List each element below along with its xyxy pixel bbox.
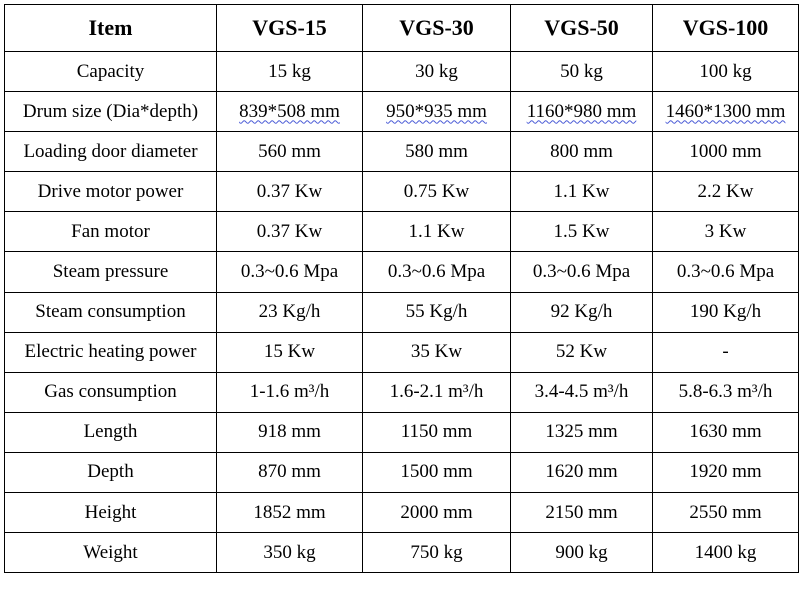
cell-value: 918 mm — [216, 411, 363, 453]
row-label: Loading door diameter — [4, 131, 217, 173]
cell-value: 1.1 Kw — [510, 171, 653, 213]
cell-value: 0.3~0.6 Mpa — [510, 251, 653, 293]
cell-value: 1500 mm — [362, 451, 511, 494]
cell-value: 15 Kw — [216, 331, 363, 373]
table-row: Electric heating power 15 Kw 35 Kw 52 Kw… — [4, 331, 799, 373]
row-label: Weight — [4, 532, 217, 574]
cell-value: 0.37 Kw — [216, 211, 363, 253]
cell-text: 1160*980 mm — [526, 100, 637, 122]
table-row: Loading door diameter 560 mm 580 mm 800 … — [4, 131, 799, 173]
cell-value: 2000 mm — [362, 492, 511, 534]
cell-value: 1620 mm — [510, 451, 653, 494]
cell-value: 55 Kg/h — [362, 291, 511, 333]
cell-value: 3 Kw — [652, 211, 799, 253]
row-label: Drive motor power — [4, 171, 217, 213]
cell-text: 950*935 mm — [386, 100, 487, 122]
table-row: Length 918 mm 1150 mm 1325 mm 1630 mm — [4, 411, 799, 453]
cell-value: 35 Kw — [362, 331, 511, 373]
cell-value: 350 kg — [216, 532, 363, 574]
table-row: Depth 870 mm 1500 mm 1620 mm 1920 mm — [4, 451, 799, 494]
cell-value: 839*508 mm — [216, 91, 363, 133]
cell-value: 0.3~0.6 Mpa — [652, 251, 799, 293]
row-label: Fan motor — [4, 211, 217, 253]
row-label: Depth — [4, 451, 217, 494]
row-label: Length — [4, 411, 217, 453]
cell-value: 560 mm — [216, 131, 363, 173]
cell-value: 0.75 Kw — [362, 171, 511, 213]
cell-value: 1.5 Kw — [510, 211, 653, 253]
header-vgs-15: VGS-15 — [216, 4, 363, 52]
header-vgs-30: VGS-30 — [362, 4, 511, 52]
cell-value: 870 mm — [216, 451, 363, 494]
spec-table: Item VGS-15 VGS-30 VGS-50 VGS-100 Capaci… — [4, 4, 799, 574]
table-row: Capacity 15 kg 30 kg 50 kg 100 kg — [4, 50, 799, 93]
cell-value: 1325 mm — [510, 411, 653, 453]
cell-value: 92 Kg/h — [510, 291, 653, 333]
cell-value: 0.3~0.6 Mpa — [362, 251, 511, 293]
cell-value: 3.4-4.5 m³/h — [510, 371, 653, 413]
header-vgs-50: VGS-50 — [510, 4, 653, 52]
cell-value: - — [652, 331, 799, 373]
row-label: Drum size (Dia*depth) — [4, 91, 217, 133]
cell-value: 15 kg — [216, 50, 363, 93]
cell-value: 1400 kg — [652, 532, 799, 574]
spec-table-body: Capacity 15 kg 30 kg 50 kg 100 kg Drum s… — [4, 50, 799, 574]
cell-value: 23 Kg/h — [216, 291, 363, 333]
cell-text: 1460*1300 mm — [665, 100, 786, 122]
cell-value: 580 mm — [362, 131, 511, 173]
cell-value: 2150 mm — [510, 492, 653, 534]
cell-value: 750 kg — [362, 532, 511, 574]
cell-value: 2550 mm — [652, 492, 799, 534]
cell-value: 50 kg — [510, 50, 653, 93]
cell-value: 1852 mm — [216, 492, 363, 534]
cell-value: 800 mm — [510, 131, 653, 173]
table-row: Drive motor power 0.37 Kw 0.75 Kw 1.1 Kw… — [4, 171, 799, 213]
row-label: Steam pressure — [4, 251, 217, 293]
cell-value: 30 kg — [362, 50, 511, 93]
cell-value: 52 Kw — [510, 331, 653, 373]
cell-value: 1920 mm — [652, 451, 799, 494]
spec-table-head: Item VGS-15 VGS-30 VGS-50 VGS-100 — [4, 4, 799, 52]
cell-value: 1630 mm — [652, 411, 799, 453]
row-label: Gas consumption — [4, 371, 217, 413]
cell-text: 839*508 mm — [239, 100, 340, 122]
cell-value: 900 kg — [510, 532, 653, 574]
cell-value: 0.37 Kw — [216, 171, 363, 213]
cell-value: 1-1.6 m³/h — [216, 371, 363, 413]
cell-value: 1.6-2.1 m³/h — [362, 371, 511, 413]
header-vgs-100: VGS-100 — [652, 4, 799, 52]
cell-value: 0.3~0.6 Mpa — [216, 251, 363, 293]
table-row: Steam pressure 0.3~0.6 Mpa 0.3~0.6 Mpa 0… — [4, 251, 799, 293]
table-row: Height 1852 mm 2000 mm 2150 mm 2550 mm — [4, 492, 799, 534]
table-row: Steam consumption 23 Kg/h 55 Kg/h 92 Kg/… — [4, 291, 799, 333]
cell-value: 1160*980 mm — [510, 91, 653, 133]
cell-value: 1.1 Kw — [362, 211, 511, 253]
table-row: Gas consumption 1-1.6 m³/h 1.6-2.1 m³/h … — [4, 371, 799, 413]
cell-value: 2.2 Kw — [652, 171, 799, 213]
header-row: Item VGS-15 VGS-30 VGS-50 VGS-100 — [4, 4, 799, 52]
cell-value: 5.8-6.3 m³/h — [652, 371, 799, 413]
header-item: Item — [4, 4, 217, 52]
row-label: Steam consumption — [4, 291, 217, 333]
row-label: Capacity — [4, 50, 217, 93]
cell-value: 190 Kg/h — [652, 291, 799, 333]
row-label: Electric heating power — [4, 331, 217, 373]
row-label: Height — [4, 492, 217, 534]
table-row: Weight 350 kg 750 kg 900 kg 1400 kg — [4, 532, 799, 574]
table-row: Drum size (Dia*depth) 839*508 mm 950*935… — [4, 91, 799, 133]
cell-value: 100 kg — [652, 50, 799, 93]
table-row: Fan motor 0.37 Kw 1.1 Kw 1.5 Kw 3 Kw — [4, 211, 799, 253]
cell-value: 950*935 mm — [362, 91, 511, 133]
cell-value: 1150 mm — [362, 411, 511, 453]
cell-value: 1460*1300 mm — [652, 91, 799, 133]
cell-value: 1000 mm — [652, 131, 799, 173]
